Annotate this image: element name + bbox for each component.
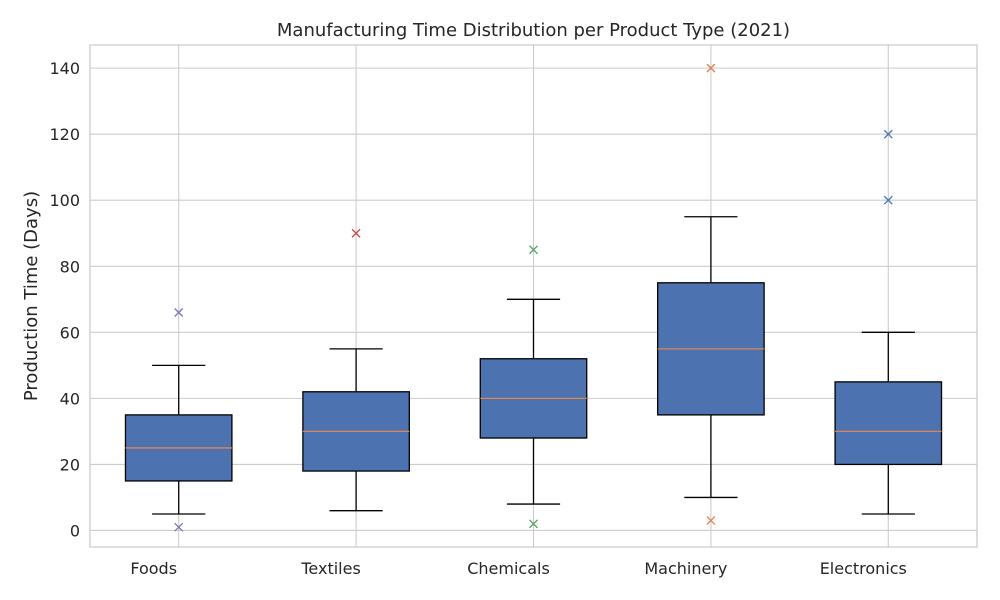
y-tick-label: 80 (60, 257, 80, 276)
x-tick-label: Foods (130, 559, 177, 578)
outlier-marker (529, 519, 538, 529)
outlier-marker (174, 522, 184, 532)
box-group-foods (124, 308, 233, 532)
y-tick-labels: 0 20 40 60 80 100 120 140 (49, 59, 80, 540)
outlier-stroke (529, 245, 538, 255)
x-tick-label: Textiles (300, 559, 360, 578)
plot-frame (89, 44, 978, 548)
y-tick-label: 0 (70, 521, 80, 540)
outlier-marker (174, 308, 184, 317)
y-tick-label: 140 (49, 59, 80, 78)
y-tick-label: 20 (60, 455, 80, 474)
box-group-electronics (834, 129, 943, 515)
outlier-marker (706, 63, 716, 73)
outlier-stroke (351, 228, 361, 238)
outlier-stroke (706, 516, 716, 526)
outlier-stroke (529, 519, 538, 529)
y-tick-label: 60 (60, 323, 80, 342)
y-tick-label: 100 (49, 191, 80, 210)
outlier-stroke (174, 308, 184, 317)
y-tick-label: 120 (49, 125, 80, 144)
outlier-stroke (174, 522, 184, 532)
x-tick-label: Electronics (820, 559, 907, 578)
x-tick-label: Machinery (644, 559, 727, 578)
box-layer (124, 63, 943, 532)
x-tick-label: Chemicals (467, 559, 550, 578)
x-tick-labels: Foods Textiles Chemicals Machinery Electroni… (130, 559, 907, 578)
outlier-stroke (706, 63, 716, 73)
outlier-stroke (883, 129, 893, 139)
outlier-stroke (883, 195, 893, 205)
chart-title: Manufacturing Time Distribution per Prod… (277, 20, 790, 41)
outlier-marker (883, 195, 893, 205)
box-group-chemicals (479, 245, 588, 529)
outlier-marker (706, 516, 716, 526)
y-axis-label: Production Time (Days) (21, 191, 42, 401)
box-group-textiles (302, 228, 410, 512)
box-iqr (834, 381, 943, 466)
outlier-marker (351, 228, 361, 238)
y-tick-label: 40 (60, 389, 80, 408)
box-group-machinery (657, 63, 765, 526)
outlier-marker (883, 129, 893, 139)
outlier-marker (529, 245, 538, 255)
